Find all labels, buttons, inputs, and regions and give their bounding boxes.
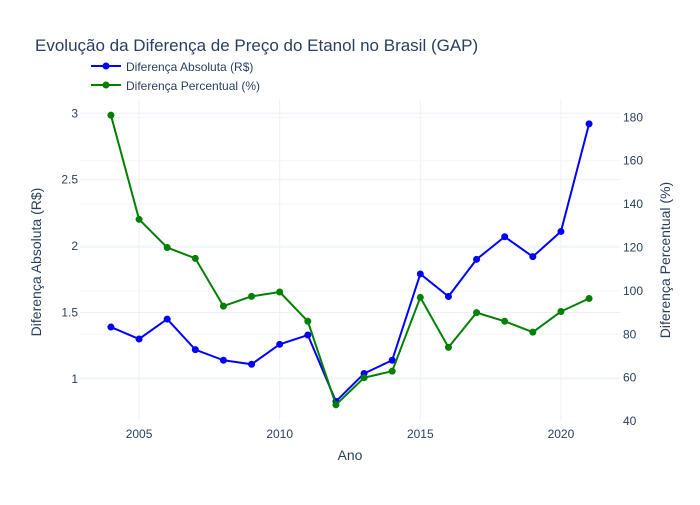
data-point-percent[interactable] <box>163 244 171 252</box>
x-axis-title: Ano <box>338 447 363 463</box>
data-point-percent[interactable] <box>473 309 481 317</box>
y-right-tick-label: 40 <box>623 414 637 428</box>
y-axis-left-title: Diferença Absoluta (R$) <box>28 188 44 337</box>
data-point-percent[interactable] <box>248 292 256 300</box>
legend-item-percent[interactable]: Diferença Percentual (%) <box>91 79 260 93</box>
legend-marker-absolute <box>102 62 110 70</box>
data-point-absolute[interactable] <box>248 360 256 368</box>
data-point-absolute[interactable] <box>276 340 284 348</box>
data-point-absolute[interactable] <box>135 335 143 343</box>
legend-marker-percent <box>102 81 110 89</box>
y-right-tick-label: 80 <box>623 327 637 341</box>
y-right-tick-label: 160 <box>623 154 643 168</box>
series-line-absolute <box>110 123 591 403</box>
x-tick-label: 2015 <box>407 427 434 441</box>
data-point-percent[interactable] <box>501 317 509 325</box>
series-line-percent <box>109 114 590 406</box>
y-right-tick-label: 60 <box>623 371 637 385</box>
data-point-percent[interactable] <box>332 401 340 409</box>
data-point-absolute[interactable] <box>163 315 171 323</box>
axis-layer: 2005 2010 2015 2020 1 1.5 2 2.5 3 40 60 80 100 120 140… <box>61 106 643 441</box>
y-right-tick-label: 180 <box>623 110 643 124</box>
data-point-percent[interactable] <box>276 288 284 296</box>
y-left-tick-label: 2 <box>71 239 78 253</box>
data-point-absolute[interactable] <box>191 346 199 354</box>
series-layer <box>107 111 593 409</box>
data-point-absolute[interactable] <box>416 270 424 278</box>
data-point-absolute[interactable] <box>585 120 593 128</box>
grid-layer <box>80 100 620 420</box>
data-point-percent[interactable] <box>304 317 312 325</box>
x-tick-label: 2010 <box>266 427 293 441</box>
x-tick-label: 2005 <box>126 427 153 441</box>
data-point-percent[interactable] <box>360 374 368 382</box>
data-point-percent[interactable] <box>444 343 452 351</box>
data-point-absolute[interactable] <box>501 233 509 241</box>
data-point-percent[interactable] <box>191 254 199 262</box>
y-left-tick-label: 3 <box>71 106 78 120</box>
legend-label-absolute: Diferença Absoluta (R$) <box>126 60 253 74</box>
legend-item-absolute[interactable]: Diferença Absoluta (R$) <box>91 60 253 74</box>
y-left-tick-label: 2.5 <box>61 173 78 187</box>
y-right-tick-label: 100 <box>623 284 643 298</box>
data-point-absolute[interactable] <box>219 356 227 364</box>
data-point-percent[interactable] <box>107 111 115 119</box>
data-point-percent[interactable] <box>416 293 424 301</box>
data-point-absolute[interactable] <box>444 293 452 301</box>
data-point-absolute[interactable] <box>388 356 396 364</box>
data-point-percent[interactable] <box>219 302 227 310</box>
data-point-percent[interactable] <box>529 328 537 336</box>
data-point-absolute[interactable] <box>107 323 115 331</box>
y-axis-right-title: Diferença Percentual (%) <box>657 182 673 338</box>
y-left-tick-label: 1.5 <box>61 305 78 319</box>
y-right-tick-label: 120 <box>623 241 643 255</box>
data-point-absolute[interactable] <box>557 227 565 235</box>
data-point-absolute[interactable] <box>304 331 312 339</box>
y-right-tick-label: 140 <box>623 197 643 211</box>
legend[interactable]: Diferença Absoluta (R$) Diferença Percen… <box>91 60 260 93</box>
data-point-absolute[interactable] <box>473 255 481 263</box>
data-point-absolute[interactable] <box>529 253 537 261</box>
chart-title: Evolução da Diferença de Preço do Etanol… <box>35 36 478 55</box>
data-point-percent[interactable] <box>135 215 143 223</box>
y-left-tick-label: 1 <box>71 372 78 386</box>
data-point-percent[interactable] <box>557 308 565 316</box>
x-tick-label: 2020 <box>548 427 575 441</box>
data-point-percent[interactable] <box>585 295 593 303</box>
data-point-percent[interactable] <box>388 367 396 375</box>
legend-label-percent: Diferença Percentual (%) <box>126 79 260 93</box>
